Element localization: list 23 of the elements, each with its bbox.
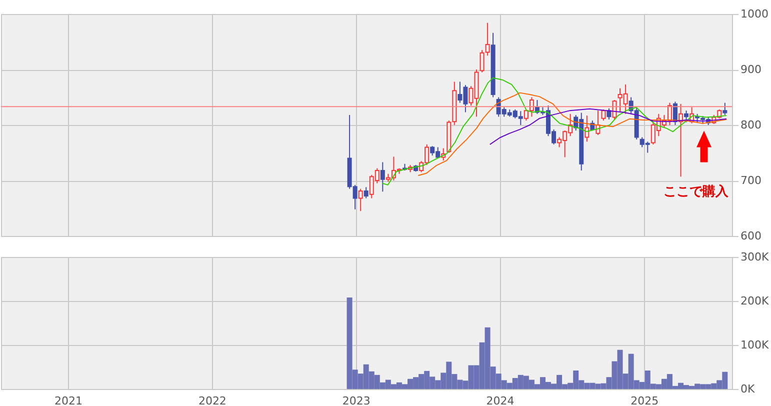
line-series	[418, 92, 727, 176]
candlestick	[601, 108, 606, 122]
y-tick-label: 900	[740, 63, 762, 76]
line-series	[382, 77, 727, 186]
y-tick-label: 0K	[740, 382, 756, 396]
candlestick	[722, 102, 728, 116]
y-tick-label: 200K	[740, 294, 770, 308]
y-tick-label: 800	[740, 118, 762, 132]
y-tick-label: 100K	[740, 338, 770, 352]
candlestick	[684, 110, 689, 123]
candlestick	[380, 162, 385, 192]
y-tick-label: 1000	[740, 8, 768, 20]
candlestick	[364, 186, 368, 199]
y-tick-label: 300K	[740, 250, 770, 264]
y-tick-label: 700	[740, 174, 762, 187]
x-tick-label: 2023	[342, 394, 370, 406]
x-tick-label: 2021	[54, 394, 83, 406]
x-tick-label: 2024	[486, 394, 514, 406]
x-tick-label: 2025	[630, 394, 659, 406]
candlestick	[358, 188, 363, 212]
y-tick-label: 600	[740, 230, 762, 242]
x-tick-label: 2022	[198, 394, 226, 406]
annotation: ここで購入	[664, 184, 730, 200]
